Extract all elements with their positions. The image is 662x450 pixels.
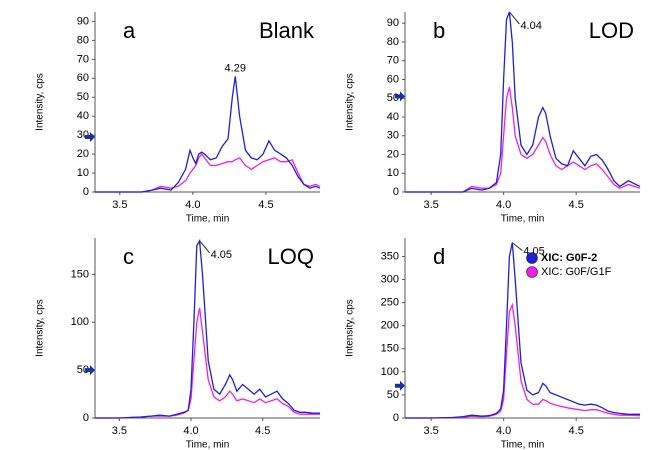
y-tick-label: 10 — [387, 167, 399, 179]
y-tick-label: 70 — [387, 55, 399, 67]
y-tick-label: 80 — [77, 34, 89, 46]
peak-label: 4.05 — [211, 249, 232, 261]
panel-letter: a — [123, 18, 136, 43]
x-tick-label: 4.0 — [496, 199, 511, 211]
x-axis-label: Time, min — [186, 440, 230, 450]
threshold-marker — [85, 132, 95, 143]
y-tick-label: 60 — [387, 73, 399, 85]
x-tick-label: 4.0 — [185, 199, 200, 211]
y-axis-label: Intensity, cps — [35, 73, 46, 131]
x-tick-label: 4.5 — [258, 199, 273, 211]
y-tick-label: 0 — [83, 412, 89, 424]
y-tick-label: 0 — [83, 186, 89, 198]
series-line — [405, 302, 641, 419]
panel-letter: d — [433, 244, 445, 269]
y-tick-label: 70 — [77, 53, 89, 65]
x-tick-label: 4.0 — [496, 425, 511, 437]
panel: 0 50 100 150 3.5 4.0 4.5 Time, min Intensity, cp… — [35, 238, 320, 450]
y-tick-label: 10 — [77, 167, 89, 179]
threshold-marker — [85, 365, 95, 376]
panel: 0 50 100 150 200 250 300 350 3.5 4.0 4.5 Time, min I… — [345, 238, 641, 450]
panel-title: LOD — [589, 18, 634, 43]
legend-label: XIC: G0F-2 — [541, 252, 597, 264]
series-line — [405, 86, 641, 193]
panel-letter: b — [433, 18, 445, 43]
y-axis-label: Intensity, cps — [345, 299, 356, 357]
legend-swatch — [526, 252, 538, 264]
y-axis-label: Intensity, cps — [345, 73, 356, 131]
y-tick-label: 50 — [387, 389, 399, 401]
panel-letter: c — [123, 244, 134, 269]
y-tick-label: 80 — [387, 36, 399, 48]
y-tick-label: 100 — [71, 316, 89, 328]
x-axis-label: Time, min — [501, 440, 545, 450]
x-tick-label: 4.0 — [183, 425, 198, 437]
y-tick-label: 90 — [77, 15, 89, 27]
y-tick-label: 60 — [77, 72, 89, 84]
y-tick-label: 50 — [77, 91, 89, 103]
threshold-marker — [395, 91, 405, 102]
x-tick-label: 3.5 — [423, 199, 438, 211]
x-tick-label: 4.5 — [569, 199, 584, 211]
x-tick-label: 4.5 — [569, 425, 584, 437]
y-tick-label: 30 — [387, 130, 399, 142]
y-tick-label: 50 — [77, 364, 89, 376]
series-line — [95, 76, 321, 193]
peak-label: 4.04 — [520, 20, 541, 32]
peak-label: 4.29 — [225, 62, 246, 74]
y-tick-label: 150 — [381, 343, 399, 355]
series-line — [95, 153, 321, 193]
y-tick-label: 0 — [393, 186, 399, 198]
threshold-marker — [395, 380, 405, 391]
y-tick-label: 200 — [381, 320, 399, 332]
x-tick-label: 3.5 — [112, 199, 127, 211]
panel-title: LOQ — [268, 244, 314, 269]
x-tick-label: 3.5 — [423, 425, 438, 437]
y-tick-label: 350 — [381, 250, 399, 262]
y-tick-label: 100 — [381, 366, 399, 378]
series-line — [405, 242, 640, 419]
y-tick-label: 0 — [393, 412, 399, 424]
y-tick-label: 250 — [381, 297, 399, 309]
x-tick-label: 4.5 — [255, 425, 270, 437]
peak-leader — [512, 242, 523, 252]
panel-title: Blank — [259, 18, 315, 43]
y-tick-label: 300 — [381, 273, 399, 285]
y-axis-label: Intensity, cps — [35, 299, 46, 357]
y-tick-label: 90 — [387, 17, 399, 29]
peak-leader — [199, 240, 211, 254]
y-tick-label: 150 — [71, 268, 89, 280]
peak-leader — [509, 11, 520, 25]
series-line — [405, 11, 641, 193]
y-tick-label: 40 — [387, 111, 399, 123]
legend-swatch — [526, 266, 538, 278]
x-tick-label: 3.5 — [112, 425, 127, 437]
x-axis-label: Time, min — [186, 214, 230, 225]
series-line — [95, 238, 320, 419]
y-tick-label: 20 — [77, 148, 89, 160]
legend-label: XIC: G0F/G1F — [541, 266, 612, 278]
y-tick-label: 20 — [387, 148, 399, 160]
x-axis-label: Time, min — [501, 214, 545, 225]
y-tick-label: 40 — [77, 110, 89, 122]
